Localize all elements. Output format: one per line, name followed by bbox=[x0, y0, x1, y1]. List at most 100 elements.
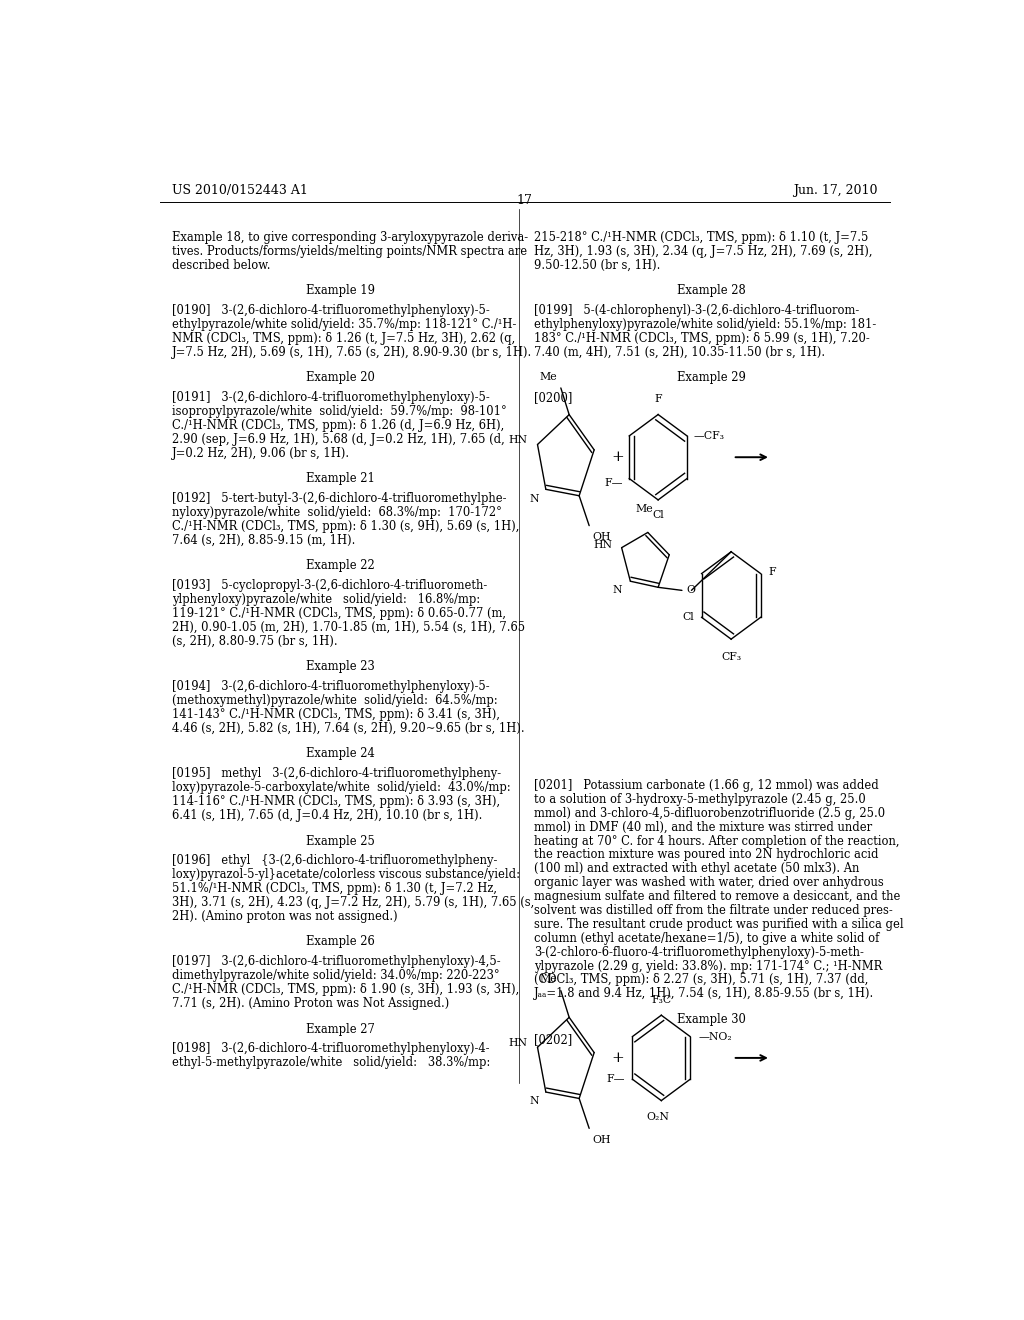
Text: nyloxy)pyrazole/white  solid/yield:  68.3%/mp:  170-172°: nyloxy)pyrazole/white solid/yield: 68.3%… bbox=[172, 506, 502, 519]
Text: (100 ml) and extracted with ethyl acetate (50 mlx3). An: (100 ml) and extracted with ethyl acetat… bbox=[535, 862, 860, 875]
Text: 119-121° C./¹H-NMR (CDCl₃, TMS, ppm): δ 0.65-0.77 (m,: 119-121° C./¹H-NMR (CDCl₃, TMS, ppm): δ … bbox=[172, 607, 506, 620]
Text: ethylpyrazole/white solid/yield: 35.7%/mp: 118-121° C./¹H-: ethylpyrazole/white solid/yield: 35.7%/m… bbox=[172, 318, 516, 331]
Text: 215-218° C./¹H-NMR (CDCl₃, TMS, ppm): δ 1.10 (t, J=7.5: 215-218° C./¹H-NMR (CDCl₃, TMS, ppm): δ … bbox=[535, 231, 868, 244]
Text: —NO₂: —NO₂ bbox=[698, 1031, 732, 1041]
Text: OH: OH bbox=[593, 1135, 611, 1144]
Text: 2H), 0.90-1.05 (m, 2H), 1.70-1.85 (m, 1H), 5.54 (s, 1H), 7.65: 2H), 0.90-1.05 (m, 2H), 1.70-1.85 (m, 1H… bbox=[172, 622, 524, 634]
Text: 7.40 (m, 4H), 7.51 (s, 2H), 10.35-11.50 (br s, 1H).: 7.40 (m, 4H), 7.51 (s, 2H), 10.35-11.50 … bbox=[535, 346, 825, 359]
Text: C./¹H-NMR (CDCl₃, TMS, ppm): δ 1.30 (s, 9H), 5.69 (s, 1H),: C./¹H-NMR (CDCl₃, TMS, ppm): δ 1.30 (s, … bbox=[172, 520, 519, 533]
Text: dimethylpyrazole/white solid/yield: 34.0%/mp: 220-223°: dimethylpyrazole/white solid/yield: 34.0… bbox=[172, 969, 500, 982]
Text: [0191]   3-(2,6-dichloro-4-trifluoromethylphenyloxy)-5-: [0191] 3-(2,6-dichloro-4-trifluoromethyl… bbox=[172, 391, 489, 404]
Text: Example 21: Example 21 bbox=[306, 473, 375, 486]
Text: [0192]   5-tert-butyl-3-(2,6-dichloro-4-trifluoromethylphe-: [0192] 5-tert-butyl-3-(2,6-dichloro-4-tr… bbox=[172, 492, 506, 506]
Text: loxy)pyrazol-5-yl}acetate/colorless viscous substance/yield:: loxy)pyrazol-5-yl}acetate/colorless visc… bbox=[172, 869, 519, 882]
Text: F—: F— bbox=[606, 1074, 625, 1084]
Text: OH: OH bbox=[593, 532, 611, 543]
Text: isopropylpyrazole/white  solid/yield:  59.7%/mp:  98-101°: isopropylpyrazole/white solid/yield: 59.… bbox=[172, 405, 507, 418]
Text: Example 27: Example 27 bbox=[306, 1023, 375, 1036]
Text: US 2010/0152443 A1: US 2010/0152443 A1 bbox=[172, 183, 307, 197]
Text: organic layer was washed with water, dried over anhydrous: organic layer was washed with water, dri… bbox=[535, 876, 884, 890]
Text: CF₃: CF₃ bbox=[721, 652, 741, 663]
Text: 51.1%/¹H-NMR (CDCl₃, TMS, ppm): δ 1.30 (t, J=7.2 Hz,: 51.1%/¹H-NMR (CDCl₃, TMS, ppm): δ 1.30 (… bbox=[172, 882, 497, 895]
Text: [0198]   3-(2,6-dichloro-4-trifluoromethylphenyloxy)-4-: [0198] 3-(2,6-dichloro-4-trifluoromethyl… bbox=[172, 1043, 489, 1056]
Text: ylpyrazole (2.29 g, yield: 33.8%). mp: 171-174° C.; ¹H-NMR: ylpyrazole (2.29 g, yield: 33.8%). mp: 1… bbox=[535, 960, 883, 973]
Text: Cl: Cl bbox=[652, 510, 664, 520]
Text: 183° C./¹H-NMR (CDCl₃, TMS, ppm): δ 5.99 (s, 1H), 7.20-: 183° C./¹H-NMR (CDCl₃, TMS, ppm): δ 5.99… bbox=[535, 333, 870, 345]
Text: [0200]: [0200] bbox=[535, 391, 572, 404]
Text: [0193]   5-cyclopropyl-3-(2,6-dichloro-4-trifluorometh-: [0193] 5-cyclopropyl-3-(2,6-dichloro-4-t… bbox=[172, 579, 486, 593]
Text: Example 25: Example 25 bbox=[306, 834, 375, 847]
Text: O: O bbox=[687, 585, 695, 595]
Text: heating at 70° C. for 4 hours. After completion of the reaction,: heating at 70° C. for 4 hours. After com… bbox=[535, 834, 900, 847]
Text: Example 28: Example 28 bbox=[677, 284, 745, 297]
Text: [0201]   Potassium carbonate (1.66 g, 12 mmol) was added: [0201] Potassium carbonate (1.66 g, 12 m… bbox=[535, 779, 879, 792]
Text: F: F bbox=[654, 395, 662, 404]
Text: [0202]: [0202] bbox=[535, 1032, 572, 1045]
Text: O₂N: O₂N bbox=[647, 1111, 670, 1122]
Text: 9.50-12.50 (br s, 1H).: 9.50-12.50 (br s, 1H). bbox=[535, 259, 660, 272]
Text: column (ethyl acetate/hexane=1/5), to give a white solid of: column (ethyl acetate/hexane=1/5), to gi… bbox=[535, 932, 880, 945]
Text: (methoxymethyl)pyrazole/white  solid/yield:  64.5%/mp:: (methoxymethyl)pyrazole/white solid/yiel… bbox=[172, 694, 498, 708]
Text: Example 29: Example 29 bbox=[677, 371, 745, 384]
Text: J=7.5 Hz, 2H), 5.69 (s, 1H), 7.65 (s, 2H), 8.90-9.30 (br s, 1H).: J=7.5 Hz, 2H), 5.69 (s, 1H), 7.65 (s, 2H… bbox=[172, 346, 531, 359]
Text: 3H), 3.71 (s, 2H), 4.23 (q, J=7.2 Hz, 2H), 5.79 (s, 1H), 7.65 (s,: 3H), 3.71 (s, 2H), 4.23 (q, J=7.2 Hz, 2H… bbox=[172, 896, 534, 909]
Text: 7.64 (s, 2H), 8.85-9.15 (m, 1H).: 7.64 (s, 2H), 8.85-9.15 (m, 1H). bbox=[172, 535, 355, 546]
Text: Example 22: Example 22 bbox=[306, 560, 375, 573]
Text: +: + bbox=[611, 1051, 624, 1065]
Text: the reaction mixture was poured into 2N hydrochloric acid: the reaction mixture was poured into 2N … bbox=[535, 849, 879, 862]
Text: Jₐₐ=1.8 and 9.4 Hz, 1H), 7.54 (s, 1H), 8.85-9.55 (br s, 1H).: Jₐₐ=1.8 and 9.4 Hz, 1H), 7.54 (s, 1H), 8… bbox=[535, 987, 874, 1001]
Text: N: N bbox=[529, 494, 540, 504]
Text: loxy)pyrazole-5-carboxylate/white  solid/yield:  43.0%/mp:: loxy)pyrazole-5-carboxylate/white solid/… bbox=[172, 781, 510, 795]
Text: ylphenyloxy)pyrazole/white   solid/yield:   16.8%/mp:: ylphenyloxy)pyrazole/white solid/yield: … bbox=[172, 593, 480, 606]
Text: mmol) in DMF (40 ml), and the mixture was stirred under: mmol) in DMF (40 ml), and the mixture wa… bbox=[535, 821, 872, 834]
Text: [0196]   ethyl   {3-(2,6-dichloro-4-trifluoromethylpheny-: [0196] ethyl {3-(2,6-dichloro-4-trifluor… bbox=[172, 854, 497, 867]
Text: 3-(2-chloro-6-fluoro-4-trifluoromethylphenyloxy)-5-meth-: 3-(2-chloro-6-fluoro-4-trifluoromethylph… bbox=[535, 945, 864, 958]
Text: 4.46 (s, 2H), 5.82 (s, 1H), 7.64 (s, 2H), 9.20~9.65 (br s, 1H).: 4.46 (s, 2H), 5.82 (s, 1H), 7.64 (s, 2H)… bbox=[172, 722, 524, 735]
Text: 17: 17 bbox=[517, 194, 532, 207]
Text: HN: HN bbox=[509, 436, 527, 445]
Text: Example 23: Example 23 bbox=[306, 660, 375, 673]
Text: Me: Me bbox=[540, 371, 557, 381]
Text: C./¹H-NMR (CDCl₃, TMS, ppm): δ 1.90 (s, 3H), 1.93 (s, 3H),: C./¹H-NMR (CDCl₃, TMS, ppm): δ 1.90 (s, … bbox=[172, 983, 519, 997]
Text: Example 18, to give corresponding 3-aryloxypyrazole deriva-: Example 18, to give corresponding 3-aryl… bbox=[172, 231, 527, 244]
Text: F₃C: F₃C bbox=[651, 995, 672, 1005]
Text: tives. Products/forms/yields/melting points/NMR spectra are: tives. Products/forms/yields/melting poi… bbox=[172, 246, 526, 257]
Text: HN: HN bbox=[593, 540, 612, 549]
Text: solvent was distilled off from the filtrate under reduced pres-: solvent was distilled off from the filtr… bbox=[535, 904, 893, 917]
Text: [0199]   5-(4-chlorophenyl)-3-(2,6-dichloro-4-trifluorom-: [0199] 5-(4-chlorophenyl)-3-(2,6-dichlor… bbox=[535, 304, 859, 317]
Text: to a solution of 3-hydroxy-5-methylpyrazole (2.45 g, 25.0: to a solution of 3-hydroxy-5-methylpyraz… bbox=[535, 793, 866, 805]
Text: [0194]   3-(2,6-dichloro-4-trifluoromethylphenyloxy)-5-: [0194] 3-(2,6-dichloro-4-trifluoromethyl… bbox=[172, 680, 489, 693]
Text: J=0.2 Hz, 2H), 9.06 (br s, 1H).: J=0.2 Hz, 2H), 9.06 (br s, 1H). bbox=[172, 447, 350, 459]
Text: Example 20: Example 20 bbox=[306, 371, 375, 384]
Text: HN: HN bbox=[509, 1038, 527, 1048]
Text: 114-116° C./¹H-NMR (CDCl₃, TMS, ppm): δ 3.93 (s, 3H),: 114-116° C./¹H-NMR (CDCl₃, TMS, ppm): δ … bbox=[172, 795, 500, 808]
Text: NMR (CDCl₃, TMS, ppm): δ 1.26 (t, J=7.5 Hz, 3H), 2.62 (q,: NMR (CDCl₃, TMS, ppm): δ 1.26 (t, J=7.5 … bbox=[172, 333, 515, 345]
Text: (CDCl₃, TMS, ppm): δ 2.27 (s, 3H), 5.71 (s, 1H), 7.37 (dd,: (CDCl₃, TMS, ppm): δ 2.27 (s, 3H), 5.71 … bbox=[535, 973, 868, 986]
Text: (s, 2H), 8.80-9.75 (br s, 1H).: (s, 2H), 8.80-9.75 (br s, 1H). bbox=[172, 635, 337, 648]
Text: magnesium sulfate and filtered to remove a desiccant, and the: magnesium sulfate and filtered to remove… bbox=[535, 890, 901, 903]
Text: sure. The resultant crude product was purified with a silica gel: sure. The resultant crude product was pu… bbox=[535, 917, 904, 931]
Text: ethylphenyloxy)pyrazole/white solid/yield: 55.1%/mp: 181-: ethylphenyloxy)pyrazole/white solid/yiel… bbox=[535, 318, 877, 331]
Text: 6.41 (s, 1H), 7.65 (d, J=0.4 Hz, 2H), 10.10 (br s, 1H).: 6.41 (s, 1H), 7.65 (d, J=0.4 Hz, 2H), 10… bbox=[172, 809, 482, 822]
Text: C./¹H-NMR (CDCl₃, TMS, ppm): δ 1.26 (d, J=6.9 Hz, 6H),: C./¹H-NMR (CDCl₃, TMS, ppm): δ 1.26 (d, … bbox=[172, 420, 504, 432]
Text: Example 24: Example 24 bbox=[306, 747, 375, 760]
Text: [0190]   3-(2,6-dichloro-4-trifluoromethylphenyloxy)-5-: [0190] 3-(2,6-dichloro-4-trifluoromethyl… bbox=[172, 304, 489, 317]
Text: Me: Me bbox=[540, 974, 557, 985]
Text: F—: F— bbox=[604, 478, 623, 487]
Text: +: + bbox=[611, 450, 624, 465]
Text: ethyl-5-methylpyrazole/white   solid/yield:   38.3%/mp:: ethyl-5-methylpyrazole/white solid/yield… bbox=[172, 1056, 489, 1069]
Text: N: N bbox=[613, 585, 623, 595]
Text: 7.71 (s, 2H). (Amino Proton was Not Assigned.): 7.71 (s, 2H). (Amino Proton was Not Assi… bbox=[172, 997, 449, 1010]
Text: Example 19: Example 19 bbox=[306, 284, 375, 297]
Text: Hz, 3H), 1.93 (s, 3H), 2.34 (q, J=7.5 Hz, 2H), 7.69 (s, 2H),: Hz, 3H), 1.93 (s, 3H), 2.34 (q, J=7.5 Hz… bbox=[535, 246, 872, 257]
Text: Example 26: Example 26 bbox=[306, 936, 375, 949]
Text: 141-143° C./¹H-NMR (CDCl₃, TMS, ppm): δ 3.41 (s, 3H),: 141-143° C./¹H-NMR (CDCl₃, TMS, ppm): δ … bbox=[172, 708, 500, 721]
Text: Example 30: Example 30 bbox=[677, 1012, 745, 1026]
Text: Jun. 17, 2010: Jun. 17, 2010 bbox=[794, 183, 878, 197]
Text: [0195]   methyl   3-(2,6-dichloro-4-trifluoromethylpheny-: [0195] methyl 3-(2,6-dichloro-4-trifluor… bbox=[172, 767, 501, 780]
Text: Cl: Cl bbox=[682, 612, 693, 622]
Text: 2.90 (sep, J=6.9 Hz, 1H), 5.68 (d, J=0.2 Hz, 1H), 7.65 (d,: 2.90 (sep, J=6.9 Hz, 1H), 5.68 (d, J=0.2… bbox=[172, 433, 505, 446]
Text: F: F bbox=[769, 566, 776, 577]
Text: N: N bbox=[529, 1097, 540, 1106]
Text: [0197]   3-(2,6-dichloro-4-trifluoromethylphenyloxy)-4,5-: [0197] 3-(2,6-dichloro-4-trifluoromethyl… bbox=[172, 956, 501, 969]
